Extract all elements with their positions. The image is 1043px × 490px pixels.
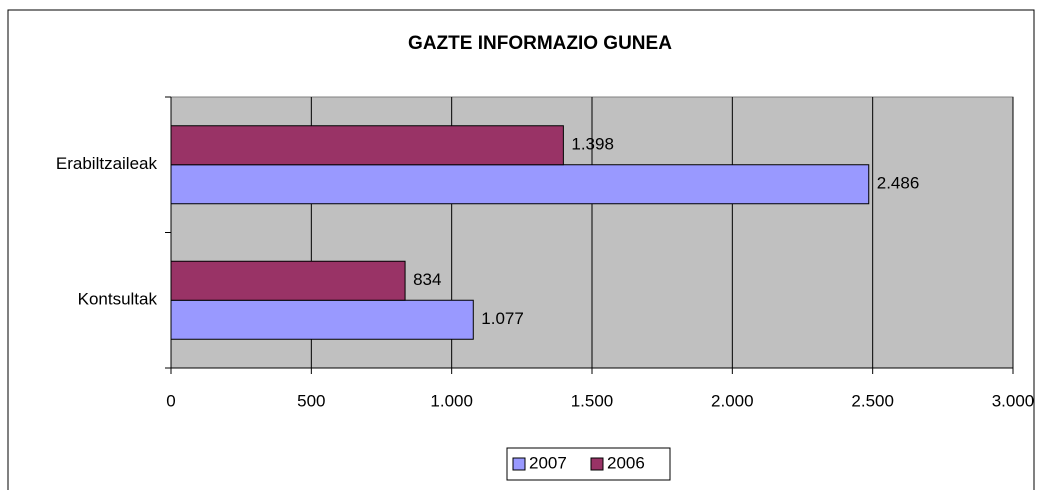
data-label: 2.486 — [877, 174, 920, 193]
legend-box — [506, 447, 671, 481]
data-label: 834 — [413, 270, 441, 289]
data-label: 1.077 — [481, 309, 524, 328]
bar — [170, 299, 474, 340]
legend-label: 2006 — [607, 453, 645, 472]
bar — [170, 260, 406, 301]
x-tick-label: 3.000 — [992, 391, 1035, 410]
x-tick-label: 500 — [297, 391, 325, 410]
bar — [170, 125, 564, 166]
y-tick-label: Kontsultak — [78, 290, 158, 309]
legend-swatch — [590, 457, 604, 471]
x-tick-label: 1.500 — [571, 391, 614, 410]
chart-frame — [7, 9, 1035, 490]
x-tick-label: 0 — [166, 391, 175, 410]
y-tick-label: Erabiltzaileak — [56, 154, 158, 173]
bar — [170, 164, 870, 205]
data-label: 1.398 — [571, 135, 614, 154]
x-tick-label: 2.000 — [711, 391, 754, 410]
legend-swatch — [512, 457, 526, 471]
x-tick-label: 1.000 — [430, 391, 473, 410]
x-tick-label: 2.500 — [851, 391, 894, 410]
chart-title: GAZTE INFORMAZIO GUNEA — [408, 33, 672, 54]
legend-label: 2007 — [529, 453, 567, 472]
